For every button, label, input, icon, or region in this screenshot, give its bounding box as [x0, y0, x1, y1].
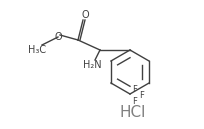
Text: F: F	[133, 98, 137, 107]
Text: F: F	[133, 84, 137, 94]
Text: HCl: HCl	[119, 105, 146, 120]
Text: O: O	[81, 10, 89, 20]
Text: H₂N: H₂N	[83, 60, 101, 70]
Text: F: F	[140, 91, 144, 100]
Text: O: O	[54, 32, 62, 42]
Text: H₃C: H₃C	[28, 45, 46, 55]
